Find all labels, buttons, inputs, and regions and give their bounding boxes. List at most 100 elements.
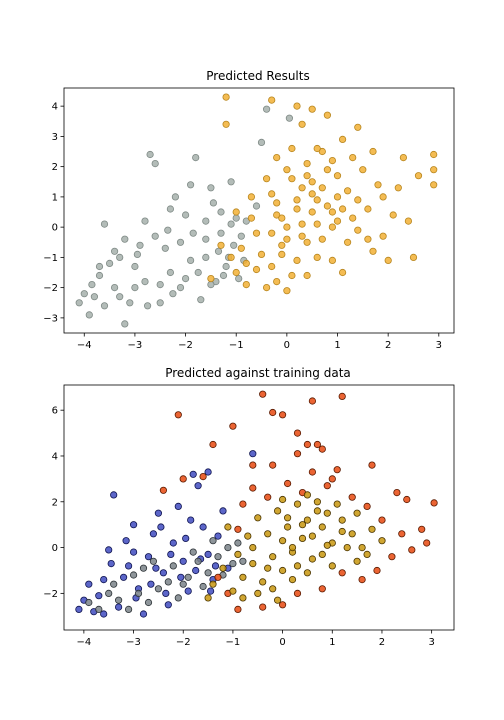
point-s1-93: [273, 277, 281, 286]
point-s1-22: [139, 564, 148, 572]
point-s3-52: [378, 537, 386, 545]
point-s2-40: [348, 493, 356, 501]
point-s0-47: [202, 217, 210, 225]
point-s1-23: [179, 580, 187, 588]
point-s1-26: [338, 268, 347, 277]
point-s2-43: [398, 530, 406, 538]
point-s0-4: [110, 491, 118, 499]
point-s0-7: [130, 521, 138, 529]
point-s0-6: [125, 562, 133, 570]
point-s1-4: [125, 605, 133, 614]
point-s1-14: [224, 543, 232, 552]
point-s1-11: [354, 123, 362, 131]
point-s0-45: [75, 605, 83, 614]
point-s1-32: [232, 268, 240, 277]
point-s0-39: [207, 280, 215, 289]
point-s3-25: [343, 543, 351, 552]
point-s3-4: [269, 553, 277, 561]
point-s1-2: [105, 589, 113, 598]
point-s1-77: [262, 175, 271, 183]
point-s0-31: [100, 302, 109, 310]
point-s2-0: [174, 411, 182, 419]
point-s2-21: [408, 546, 416, 554]
point-s3-32: [303, 569, 311, 577]
point-s2-2: [229, 422, 237, 430]
point-s0-45: [176, 238, 185, 246]
y-tick-label: −2: [43, 283, 58, 294]
point-s0-14: [164, 601, 172, 609]
point-s1-84: [338, 205, 347, 213]
point-s1-15: [149, 557, 157, 565]
point-s1-57: [217, 241, 225, 249]
point-s1-74: [328, 157, 336, 165]
point-s0-43: [249, 450, 257, 458]
point-s2-24: [358, 575, 366, 584]
point-s2-46: [199, 472, 207, 481]
point-s3-47: [249, 543, 257, 552]
point-s0-40: [219, 271, 228, 280]
point-s3-31: [288, 575, 297, 584]
point-s0-33: [177, 573, 185, 581]
point-s3-45: [313, 507, 321, 515]
point-s0-57: [111, 247, 119, 255]
point-s3-55: [288, 543, 297, 552]
point-s3-16: [254, 514, 262, 522]
point-s0-2: [100, 575, 108, 584]
point-s1-6: [323, 111, 331, 119]
point-s0-60: [237, 232, 245, 240]
point-s2-23: [373, 566, 381, 575]
point-s1-62: [333, 193, 342, 201]
point-s3-54: [273, 596, 282, 604]
point-s0-16: [174, 502, 182, 510]
point-s0-36: [169, 290, 177, 298]
point-s0-44: [204, 468, 212, 476]
scatter-points: [75, 390, 438, 618]
point-s1-48: [303, 160, 311, 168]
point-s1-30: [262, 283, 271, 292]
y-tick-label: 4: [52, 451, 58, 462]
point-s3-21: [303, 516, 311, 524]
point-s0-42: [211, 562, 220, 570]
point-s1-13: [399, 154, 407, 162]
point-s1-58: [207, 274, 215, 283]
x-tick-label: −3: [128, 340, 143, 351]
point-s1-5: [134, 589, 143, 598]
point-s1-67: [303, 238, 311, 246]
point-s3-20: [293, 500, 302, 508]
point-s1-72: [389, 211, 397, 219]
point-s3-8: [308, 555, 316, 563]
point-s2-13: [308, 468, 316, 476]
point-s3-0: [229, 587, 237, 595]
point-s2-17: [403, 495, 411, 504]
point-s2-28: [278, 601, 287, 609]
point-s1-9: [273, 154, 281, 162]
point-s0-20: [182, 211, 190, 219]
point-s0-18: [171, 193, 179, 201]
point-s0-10: [144, 553, 153, 561]
point-s1-49: [333, 172, 342, 180]
point-s0-47: [130, 548, 138, 556]
point-s3-17: [264, 530, 272, 538]
point-s0-24: [214, 532, 222, 540]
point-s1-60: [283, 223, 291, 231]
point-s1-41: [313, 220, 321, 228]
point-s2-26: [318, 585, 326, 593]
point-s3-14: [368, 525, 376, 533]
point-s0-14: [151, 160, 159, 168]
x-tick-label: 2: [379, 637, 385, 648]
point-s0-46: [100, 610, 108, 618]
point-s1-20: [409, 253, 418, 261]
point-s0-9: [139, 610, 148, 618]
point-s3-39: [293, 562, 302, 570]
point-s0-24: [202, 235, 210, 243]
point-s1-28: [303, 271, 311, 280]
point-s0-11: [149, 530, 157, 538]
point-s1-16: [169, 562, 177, 570]
point-s0-39: [167, 550, 175, 559]
point-s3-3: [259, 578, 267, 586]
point-s0-22: [204, 550, 212, 559]
point-s0-7: [116, 253, 124, 261]
point-s1-56: [237, 244, 245, 252]
point-s1-70: [379, 232, 387, 240]
point-s2-32: [214, 573, 222, 581]
